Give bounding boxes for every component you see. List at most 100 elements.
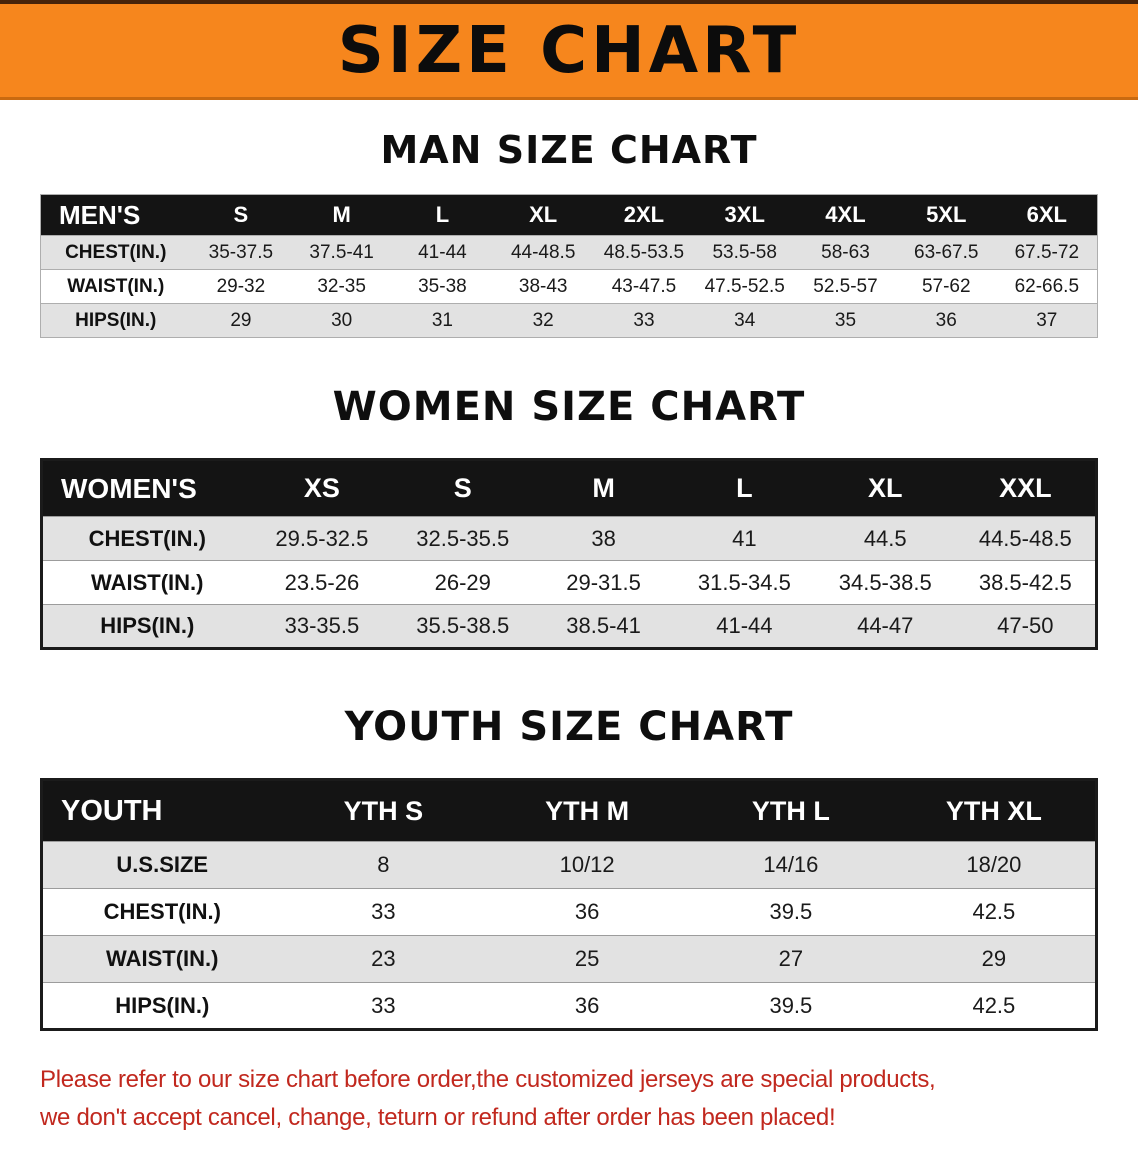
- size-value-cell: 33: [371, 992, 396, 1018]
- youth-size-table: YOUTH YTH S YTH M YTH L YTH XL U.S.SIZE 8 10/1…: [40, 778, 1098, 1031]
- size-value-cell: 27: [778, 946, 804, 971]
- size-column-header: 3XL: [724, 202, 765, 227]
- page-title: SIZE CHART: [337, 13, 801, 88]
- row-label: CHEST(IN.): [103, 899, 221, 924]
- women-section: WOMEN SIZE CHART WOMEN'S XS S M L XL XXL CHEST…: [0, 384, 1138, 650]
- table-row: CHEST(IN.) 35-37.5 37.5-41 41-44 44-48.5 48.5…: [40, 235, 1098, 270]
- size-value-cell: 32.5-35.5: [416, 525, 510, 551]
- row-label: WAIST(IN.): [91, 569, 204, 595]
- size-value-cell: 33: [371, 899, 396, 924]
- row-label: U.S.SIZE: [116, 852, 209, 877]
- size-column-header: M: [332, 202, 351, 227]
- table-row: WAIST(IN.) 23.5-26 26-29 29-31.5 31.5-34.5 34…: [41, 560, 1097, 605]
- youth-section: YOUTH SIZE CHART YOUTH YTH S YTH M YTH L YTH…: [0, 704, 1138, 1031]
- table-row: CHEST(IN.) 33 36 39.5 42.5: [41, 888, 1097, 936]
- size-value-cell: 38: [591, 525, 616, 551]
- size-value-cell: 44-47: [857, 613, 914, 638]
- size-value-cell: 23: [371, 946, 396, 971]
- size-value-cell: 32-35: [317, 275, 366, 297]
- size-value-cell: 47.5-52.5: [704, 275, 785, 297]
- size-value-cell: 35.5-38.5: [416, 613, 510, 638]
- youth-corner-label: YOUTH: [61, 794, 163, 827]
- size-value-cell: 47-50: [997, 613, 1054, 638]
- size-value-cell: 26-29: [434, 569, 491, 595]
- size-value-cell: 63-67.5: [914, 241, 979, 263]
- youth-section-heading: YOUTH SIZE CHART: [344, 704, 794, 750]
- size-value-cell: 39.5: [769, 899, 813, 924]
- size-value-cell: 48.5-53.5: [603, 241, 685, 263]
- size-column-header: YTH XL: [945, 795, 1042, 826]
- size-column-header: 4XL: [825, 202, 866, 227]
- size-value-cell: 57-62: [921, 275, 971, 297]
- size-value-cell: 29-32: [216, 275, 266, 297]
- size-value-cell: 18/20: [966, 852, 1022, 877]
- size-value-cell: 29: [230, 309, 252, 331]
- men-section-heading: MAN SIZE CHART: [380, 128, 758, 172]
- men-header-row: MEN'S S M L XL 2XL 3XL 4XL 5XL 6XL: [40, 194, 1098, 236]
- size-value-cell: 31.5-34.5: [697, 569, 791, 595]
- size-value-cell: 25: [574, 946, 600, 971]
- table-row: CHEST(IN.) 29.5-32.5 32.5-35.5 38 41 44.5 44.5…: [41, 516, 1097, 561]
- size-value-cell: 23.5-26: [284, 569, 360, 595]
- youth-header-row: YOUTH YTH S YTH M YTH L YTH XL: [41, 779, 1097, 842]
- size-value-cell: 30: [331, 309, 353, 331]
- size-value-cell: 36: [935, 309, 957, 331]
- size-column-header: YTH S: [343, 795, 424, 826]
- size-column-header: 5XL: [926, 202, 967, 227]
- size-column-header: XL: [529, 202, 558, 227]
- size-column-header: XXL: [999, 473, 1052, 503]
- size-value-cell: 42.5: [972, 992, 1016, 1018]
- size-value-cell: 35-38: [418, 275, 467, 297]
- women-section-heading: WOMEN SIZE CHART: [332, 384, 806, 430]
- women-table-body: CHEST(IN.) 29.5-32.5 32.5-35.5 38 41 44.5 44.5…: [41, 516, 1097, 649]
- table-row: WAIST(IN.) 23 25 27 29: [41, 935, 1097, 983]
- size-column-header: XS: [303, 473, 340, 503]
- row-label: WAIST(IN.): [67, 275, 165, 297]
- size-value-cell: 42.5: [972, 899, 1016, 924]
- row-label: HIPS(IN.): [100, 613, 195, 638]
- size-column-header: XL: [867, 473, 903, 503]
- table-row: U.S.SIZE 8 10/12 14/16 18/20: [41, 841, 1097, 889]
- banner: SIZE CHART: [0, 0, 1138, 100]
- disclaimer: Please refer to our size chart before or…: [40, 1061, 1098, 1138]
- disclaimer-line-2: we don't accept cancel, change, teturn o…: [40, 1104, 836, 1132]
- disclaimer-line-1: Please refer to our size chart before or…: [40, 1066, 936, 1093]
- row-label: CHEST(IN.): [65, 241, 167, 263]
- size-value-cell: 32: [532, 309, 554, 331]
- size-value-cell: 29-31.5: [566, 569, 641, 595]
- size-value-cell: 41: [732, 525, 757, 551]
- row-label: CHEST(IN.): [88, 525, 206, 551]
- size-value-cell: 35-37.5: [208, 241, 274, 263]
- size-value-cell: 62-66.5: [1014, 275, 1080, 297]
- size-value-cell: 43-47.5: [611, 275, 677, 297]
- size-value-cell: 35: [834, 309, 857, 331]
- size-value-cell: 44.5-48.5: [978, 525, 1072, 551]
- men-table-body: CHEST(IN.) 35-37.5 37.5-41 41-44 44-48.5 48.5…: [40, 235, 1098, 338]
- table-row: HIPS(IN.) 29 30 31 32 33 34 35 36 37: [40, 303, 1098, 338]
- size-column-header: L: [736, 473, 753, 503]
- size-value-cell: 31: [431, 309, 453, 331]
- table-row: HIPS(IN.) 33 36 39.5 42.5: [41, 982, 1097, 1030]
- size-column-header: 2XL: [623, 202, 665, 227]
- size-value-cell: 29: [981, 946, 1007, 971]
- size-value-cell: 36: [574, 899, 600, 924]
- size-value-cell: 41-44: [716, 613, 773, 638]
- size-column-header: L: [435, 202, 450, 227]
- size-value-cell: 37: [1036, 309, 1058, 331]
- size-value-cell: 38.5-42.5: [978, 569, 1072, 595]
- size-value-cell: 53.5-58: [712, 241, 777, 263]
- size-value-cell: 34: [734, 309, 756, 331]
- women-corner-label: WOMEN'S: [61, 472, 197, 504]
- size-value-cell: 10/12: [559, 852, 615, 877]
- men-corner-label: MEN'S: [59, 199, 141, 230]
- size-value-cell: 8: [377, 852, 390, 877]
- row-label: HIPS(IN.): [115, 992, 210, 1018]
- size-column-header: YTH L: [751, 795, 830, 826]
- size-value-cell: 33: [633, 309, 655, 331]
- table-row: HIPS(IN.) 33-35.5 35.5-38.5 38.5-41 41-44 44-…: [41, 604, 1097, 649]
- table-row: WAIST(IN.) 29-32 32-35 35-38 38-43 43-47.5 47.…: [40, 269, 1098, 304]
- size-value-cell: 44-48.5: [510, 241, 576, 263]
- size-column-header: YTH M: [545, 795, 630, 826]
- men-size-table: MEN'S S M L XL 2XL 3XL 4XL 5XL 6XL CHEST(IN.) 35-3…: [40, 194, 1098, 338]
- size-value-cell: 39.5: [769, 992, 813, 1018]
